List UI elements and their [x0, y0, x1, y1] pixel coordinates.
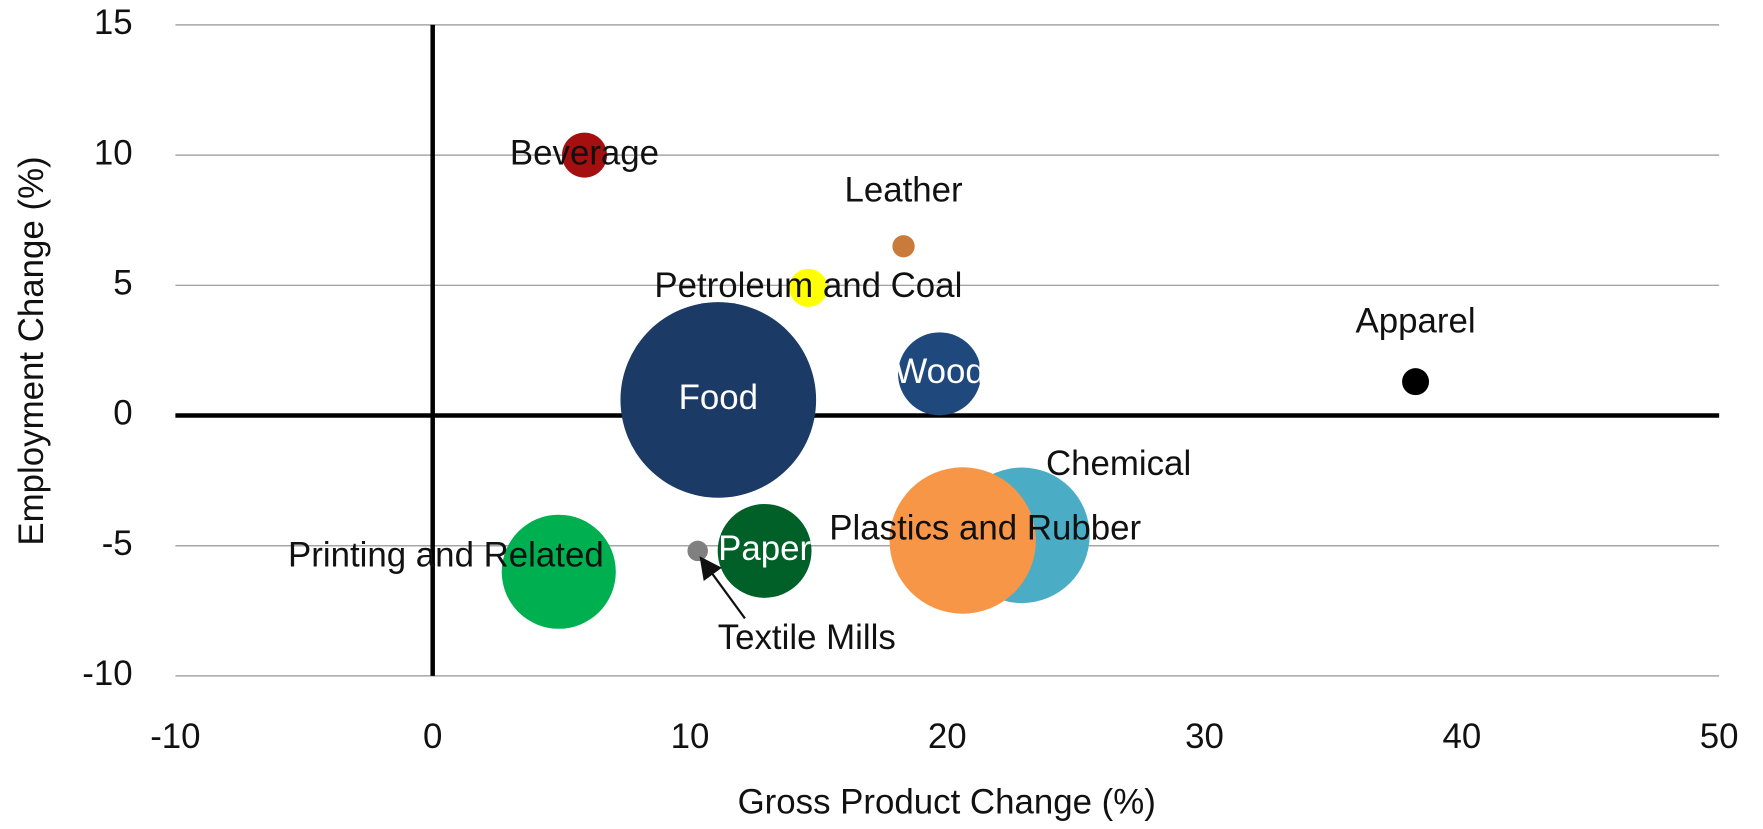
y-tick-label: 5 [113, 264, 132, 303]
y-axis-title: Employment Change (%) [12, 156, 51, 545]
x-tick-label: 40 [1442, 717, 1481, 756]
bubble [687, 540, 708, 562]
bubble-label: Wood [894, 352, 984, 391]
y-tick-label: 10 [94, 133, 133, 172]
x-tick-label: -10 [150, 717, 200, 756]
bubble-label: Paper [718, 529, 811, 568]
bubble-label: Leather [844, 170, 963, 209]
x-tick-label: 50 [1700, 717, 1739, 756]
bubble [620, 302, 817, 498]
y-tick-label: -5 [102, 524, 133, 563]
x-tick-label: 30 [1185, 717, 1224, 756]
bubble [561, 132, 608, 178]
bubble [1402, 368, 1430, 396]
label-arrow [699, 556, 746, 620]
bubble [501, 514, 616, 629]
y-tick-label: 15 [94, 3, 133, 42]
bubble-label: Beverage [510, 133, 659, 172]
x-tick-label: 0 [423, 717, 442, 756]
bubble [889, 467, 1036, 614]
y-tick-label: -10 [82, 654, 132, 693]
bubble-label: Textile Mills [718, 618, 896, 657]
bubble [898, 332, 982, 416]
bubble-label: Apparel [1355, 301, 1475, 340]
bubble [789, 268, 828, 307]
bubble-label: Chemical [1046, 444, 1191, 483]
bubble [717, 504, 812, 598]
x-tick-label: 10 [671, 717, 710, 756]
bubble [892, 235, 915, 258]
x-axis-title: Gross Product Change (%) [738, 782, 1156, 821]
bubble-label: Food [679, 378, 758, 417]
bubble-label: Petroleum and Coal [654, 266, 962, 305]
bubble-label: Plastics and Rubber [829, 509, 1141, 548]
y-tick-label: 0 [113, 394, 132, 433]
bubble-label: Printing and Related [288, 535, 604, 574]
x-tick-label: 20 [928, 717, 967, 756]
